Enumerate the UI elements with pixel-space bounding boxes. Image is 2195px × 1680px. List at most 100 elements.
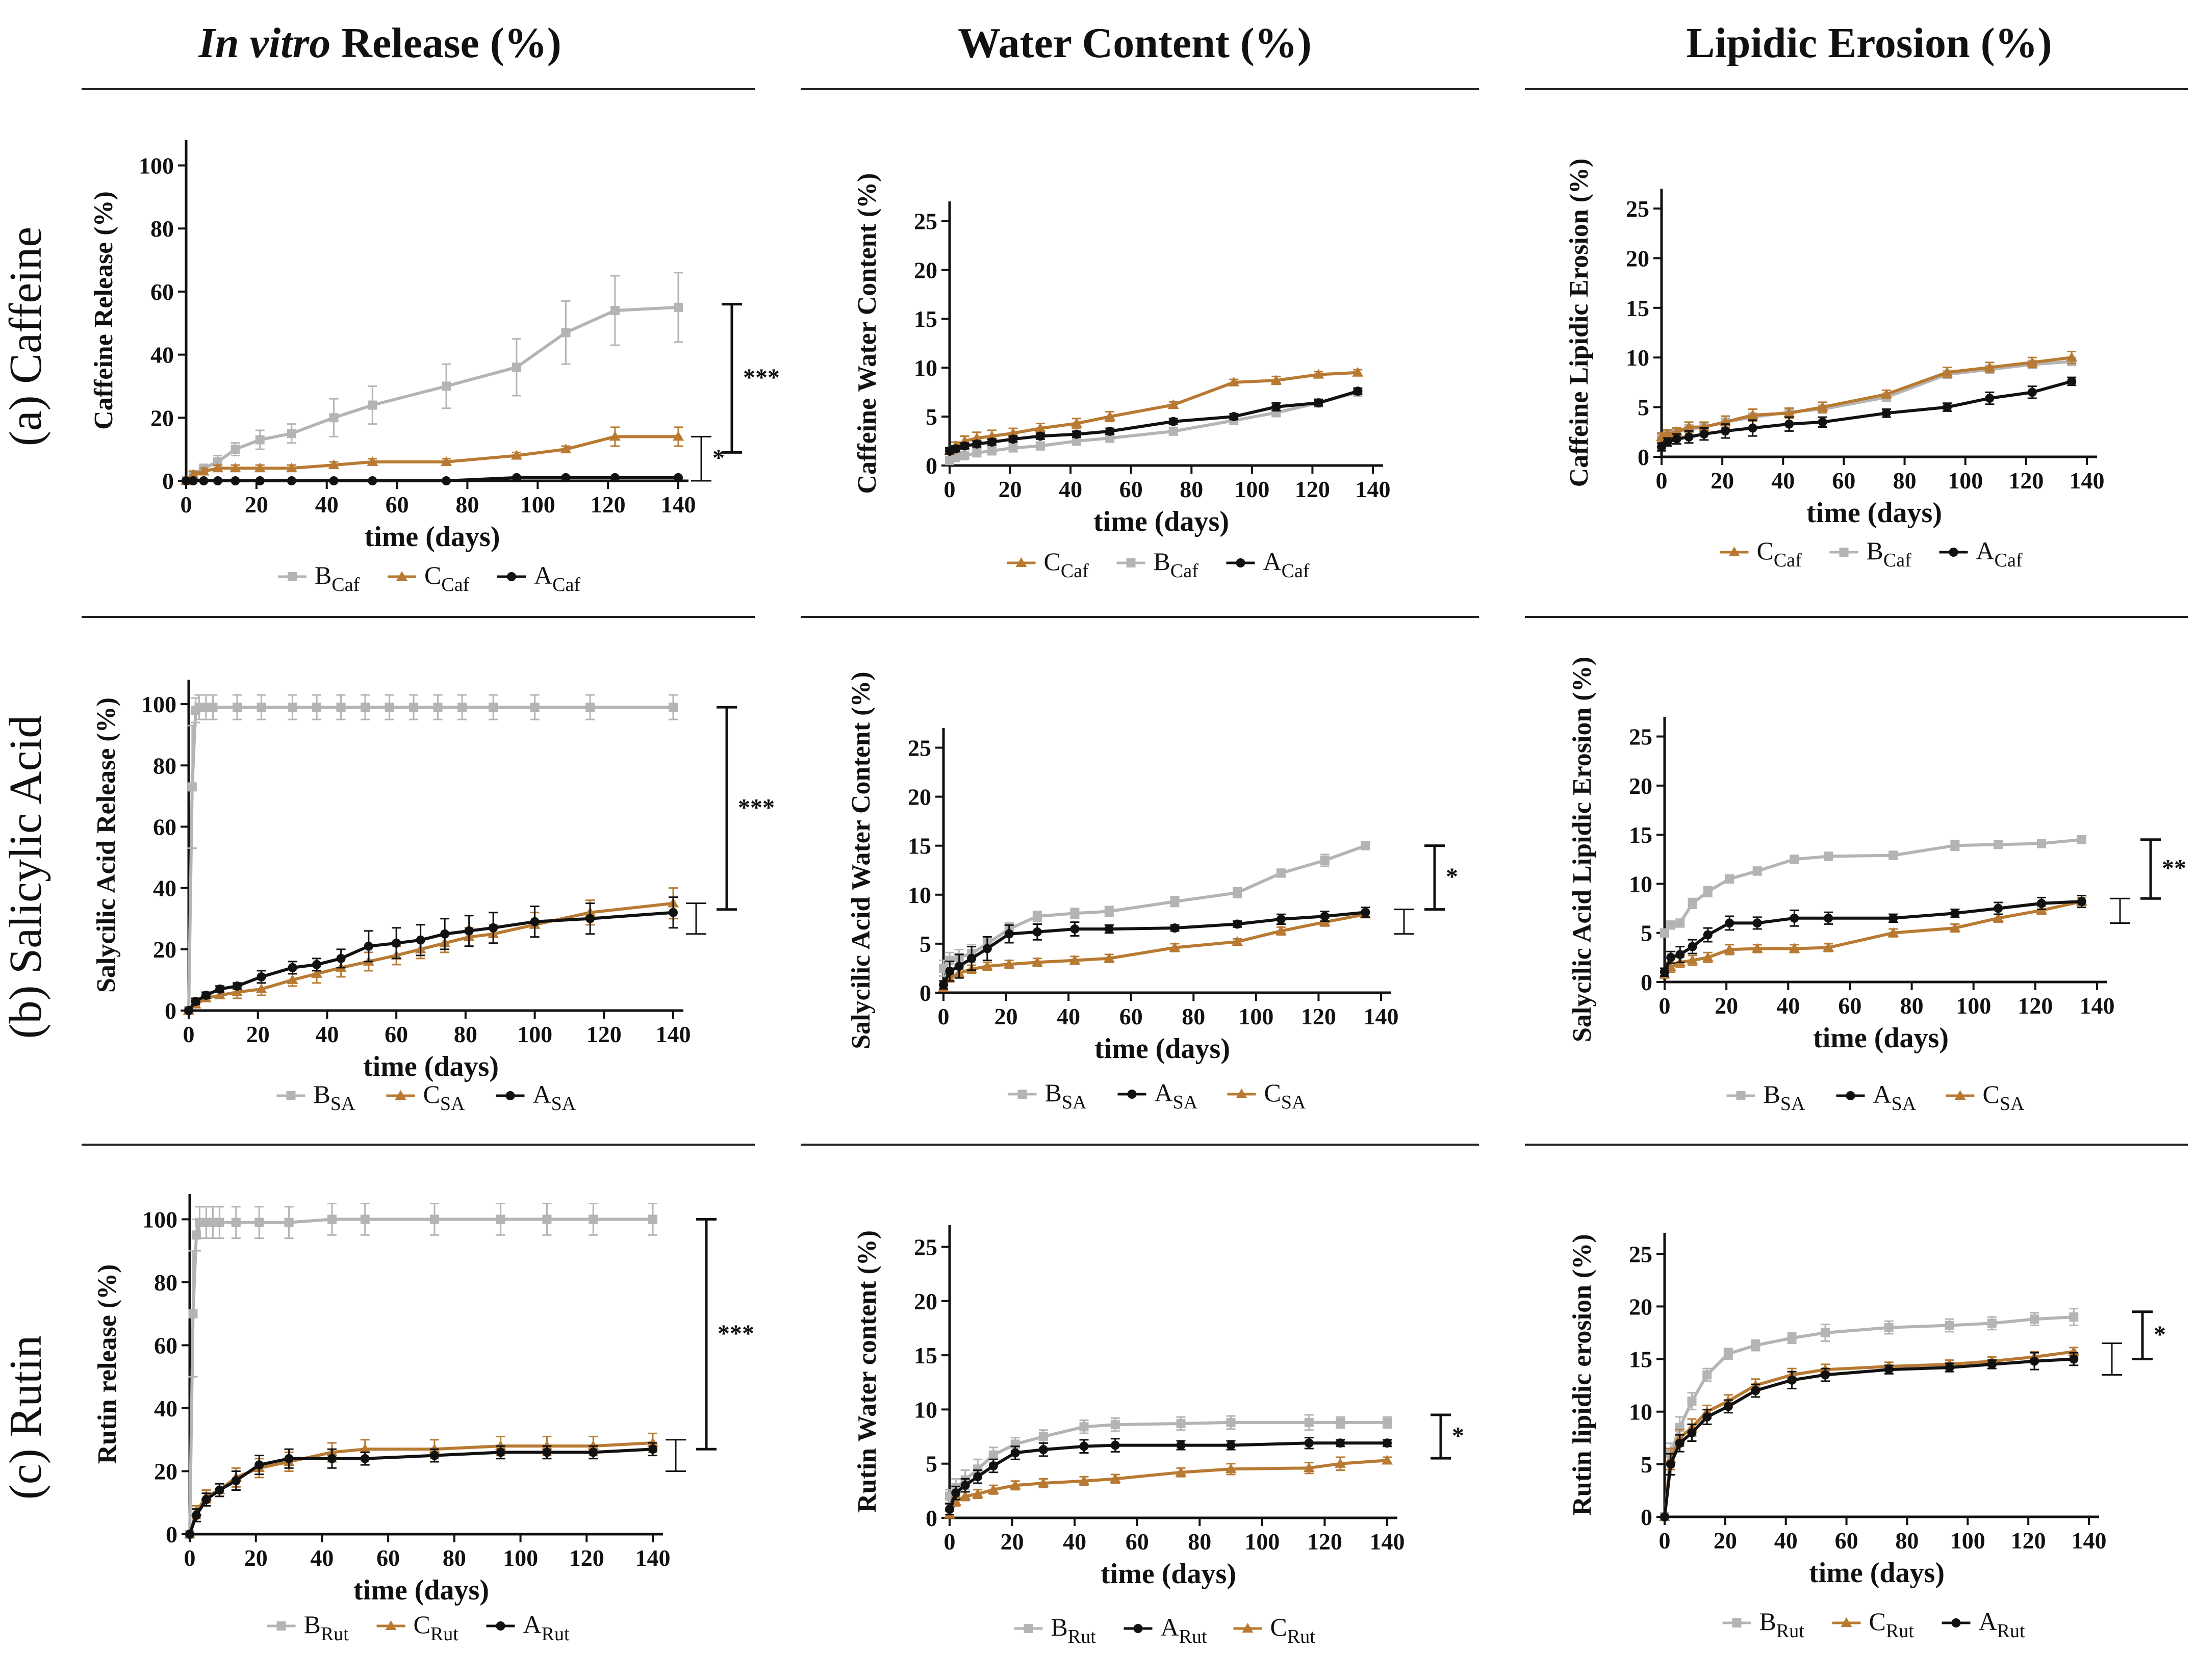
data-point <box>1078 1475 1090 1485</box>
legend-marker <box>1732 1618 1742 1627</box>
data-point <box>1071 418 1082 428</box>
legend-marker <box>1242 1623 1254 1633</box>
data-point <box>1941 367 1953 377</box>
x-tick-label: 20 <box>999 476 1022 502</box>
data-point <box>184 1006 193 1015</box>
data-point <box>1170 897 1180 907</box>
data-point <box>1035 441 1045 451</box>
significance-bracket <box>2110 897 2130 924</box>
series-C <box>184 1432 658 1538</box>
data-point <box>1675 918 1685 928</box>
y-axis-label: Caffeine Water Content (%) <box>853 173 882 494</box>
legend-label: ACaf <box>534 561 580 596</box>
data-point <box>951 1488 961 1498</box>
data-point <box>1003 959 1015 969</box>
data-point <box>1009 1480 1021 1490</box>
legend-item-C: CCaf <box>1007 547 1089 582</box>
data-point <box>1675 1438 1684 1448</box>
data-point <box>201 990 211 1000</box>
y-tick-label: 15 <box>1626 295 1649 321</box>
data-point <box>674 302 683 312</box>
data-point <box>512 473 521 482</box>
data-point <box>312 703 322 712</box>
data-point <box>1942 402 1952 412</box>
legend-label: BSA <box>1764 1080 1805 1115</box>
significance-bracket: * <box>1424 844 1458 911</box>
data-point <box>610 473 620 482</box>
significance-bracket <box>666 1439 686 1472</box>
data-point <box>1336 1417 1345 1427</box>
x-axis-label: time (days) <box>1093 506 1229 537</box>
legend-marker <box>276 1621 286 1631</box>
data-point <box>440 929 450 939</box>
data-point <box>530 703 540 712</box>
data-point <box>1703 930 1713 940</box>
data-point <box>1335 1458 1346 1468</box>
data-point <box>1985 394 1995 403</box>
data-point <box>987 437 997 447</box>
y-tick-label: 0 <box>166 1521 177 1547</box>
legend-item-C: CSA <box>1227 1078 1306 1113</box>
data-point <box>1824 913 1833 923</box>
y-tick-label: 5 <box>1638 395 1649 421</box>
x-axis-label: time (days) <box>1094 1033 1230 1065</box>
data-point <box>1702 1370 1712 1380</box>
data-point <box>589 1214 598 1224</box>
data-point <box>336 953 346 963</box>
series-A <box>1657 376 2077 452</box>
x-tick-label: 140 <box>661 492 696 518</box>
x-tick-label: 120 <box>569 1545 604 1571</box>
data-point <box>1660 967 1669 977</box>
data-point <box>1271 402 1281 411</box>
data-point <box>585 703 595 712</box>
data-point <box>1104 907 1114 916</box>
data-point <box>360 1214 370 1224</box>
legend-item-C: CCaf <box>388 561 470 596</box>
data-point <box>327 1214 337 1224</box>
x-tick-label: 120 <box>1307 1529 1342 1555</box>
x-tick-label: 100 <box>1238 1003 1273 1029</box>
data-point <box>1361 908 1370 917</box>
series-B <box>945 387 1363 466</box>
series-line <box>185 305 679 482</box>
data-point <box>1383 1417 1392 1427</box>
x-tick-label: 40 <box>315 1021 339 1047</box>
series-C <box>181 426 684 485</box>
significance-label: * <box>2154 1321 2166 1348</box>
legend-label: BSA <box>1045 1078 1087 1113</box>
data-point <box>1167 399 1179 409</box>
y-tick-label: 20 <box>153 937 176 963</box>
data-point <box>364 941 373 951</box>
data-point <box>489 923 498 933</box>
data-point <box>1314 398 1323 408</box>
significance-bracket: * <box>691 435 725 482</box>
chart-b-erosion: 0 20 40 60 80 100 120 140 0 5 10 15 20 25 time (days) S… <box>1568 657 2186 1115</box>
data-point <box>288 703 297 712</box>
data-point <box>215 1485 224 1495</box>
data-point <box>1004 929 1014 939</box>
data-point <box>232 986 243 996</box>
data-point <box>188 1309 198 1319</box>
y-tick-label: 20 <box>914 257 937 283</box>
y-tick-label: 15 <box>914 306 937 332</box>
legend-marker <box>1236 1089 1247 1098</box>
data-point <box>1683 421 1695 431</box>
significance-bracket: * <box>1431 1413 1464 1460</box>
x-tick-label: 0 <box>181 492 192 518</box>
chart-b-water: 0 20 40 60 80 100 120 140 0 5 10 15 20 25 time (days) S… <box>847 671 1458 1113</box>
data-point <box>1070 909 1080 918</box>
x-tick-label: 40 <box>1776 993 1800 1019</box>
data-point <box>255 476 265 485</box>
legend-marker <box>1133 1624 1143 1633</box>
series-B <box>185 1203 657 1539</box>
x-axis-label: time (days) <box>365 521 500 553</box>
x-tick-label: 120 <box>2008 468 2044 494</box>
y-tick-label: 10 <box>1629 1399 1652 1425</box>
significance-bracket: *** <box>717 706 775 911</box>
y-tick-label: 100 <box>142 1206 177 1232</box>
series-A <box>1660 895 2086 977</box>
data-point <box>1361 841 1370 850</box>
data-point <box>1702 951 1714 962</box>
